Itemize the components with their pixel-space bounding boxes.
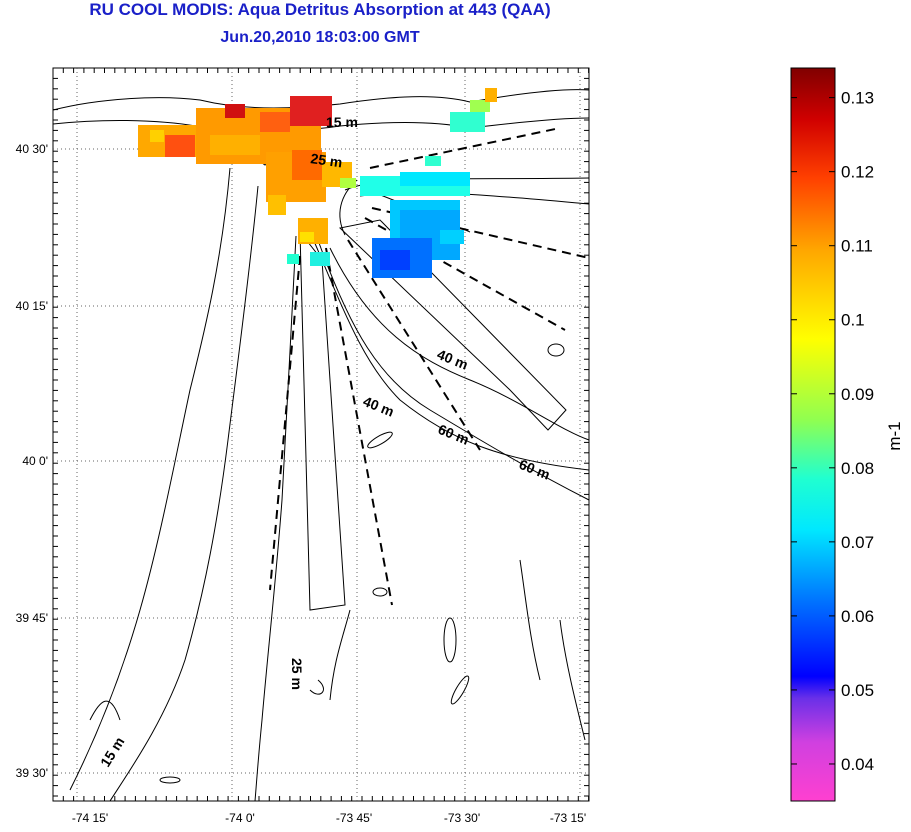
latitude-tick-labels: 40 30' 40 15' 40 0' 39 45' 39 30' bbox=[16, 142, 48, 780]
colorbar-ticks: 0.13 0.12 0.11 0.1 0.09 0.08 0.07 0.06 0.05 0.04 bbox=[791, 89, 874, 774]
colorbar-tick-label: 0.13 bbox=[841, 89, 874, 108]
colorbar-tick-label: 0.04 bbox=[841, 755, 874, 774]
detritus-absorption-pixels bbox=[138, 88, 497, 278]
contour-label: 25 m bbox=[289, 658, 305, 690]
colorbar bbox=[790, 67, 836, 802]
colorbar-tick-label: 0.12 bbox=[841, 163, 874, 182]
lat-tick-label: 39 45' bbox=[16, 611, 48, 625]
map-title: RU COOL MODIS: Aqua Detritus Absorption … bbox=[89, 0, 551, 19]
colorbar-tick-label: 0.11 bbox=[841, 237, 873, 256]
lat-tick-label: 40 15' bbox=[16, 299, 48, 313]
contour-label: 15 m bbox=[326, 114, 358, 130]
lon-tick-label: -74 0' bbox=[225, 811, 255, 825]
contour-label: 25 m bbox=[310, 150, 344, 170]
colorbar-tick-label: 0.05 bbox=[841, 681, 874, 700]
bathymetry-contours bbox=[52, 89, 590, 802]
lon-tick-label: -73 30' bbox=[444, 811, 480, 825]
colorbar-tick-label: 0.09 bbox=[841, 385, 874, 404]
lat-tick-label: 39 30' bbox=[16, 766, 48, 780]
map-subtitle: Jun.20,2010 18:03:00 GMT bbox=[220, 29, 420, 46]
lon-tick-label: -73 45' bbox=[336, 811, 372, 825]
lat-tick-label: 40 30' bbox=[16, 142, 48, 156]
colorbar-tick-label: 0.06 bbox=[841, 607, 874, 626]
colorbar-unit-label: m-1 bbox=[885, 421, 904, 450]
frame-ticks bbox=[52, 67, 590, 801]
colorbar-tick-label: 0.08 bbox=[841, 459, 874, 478]
colorbar-tick-label: 0.1 bbox=[841, 311, 865, 330]
lon-tick-label: -74 15' bbox=[72, 811, 108, 825]
colorbar-tick-label: 0.07 bbox=[841, 533, 874, 552]
lon-tick-label: -73 15' bbox=[550, 811, 586, 825]
longitude-tick-labels: -74 15' -74 0' -73 45' -73 30' -73 15' bbox=[72, 811, 586, 825]
lat-tick-label: 40 0' bbox=[22, 454, 48, 468]
